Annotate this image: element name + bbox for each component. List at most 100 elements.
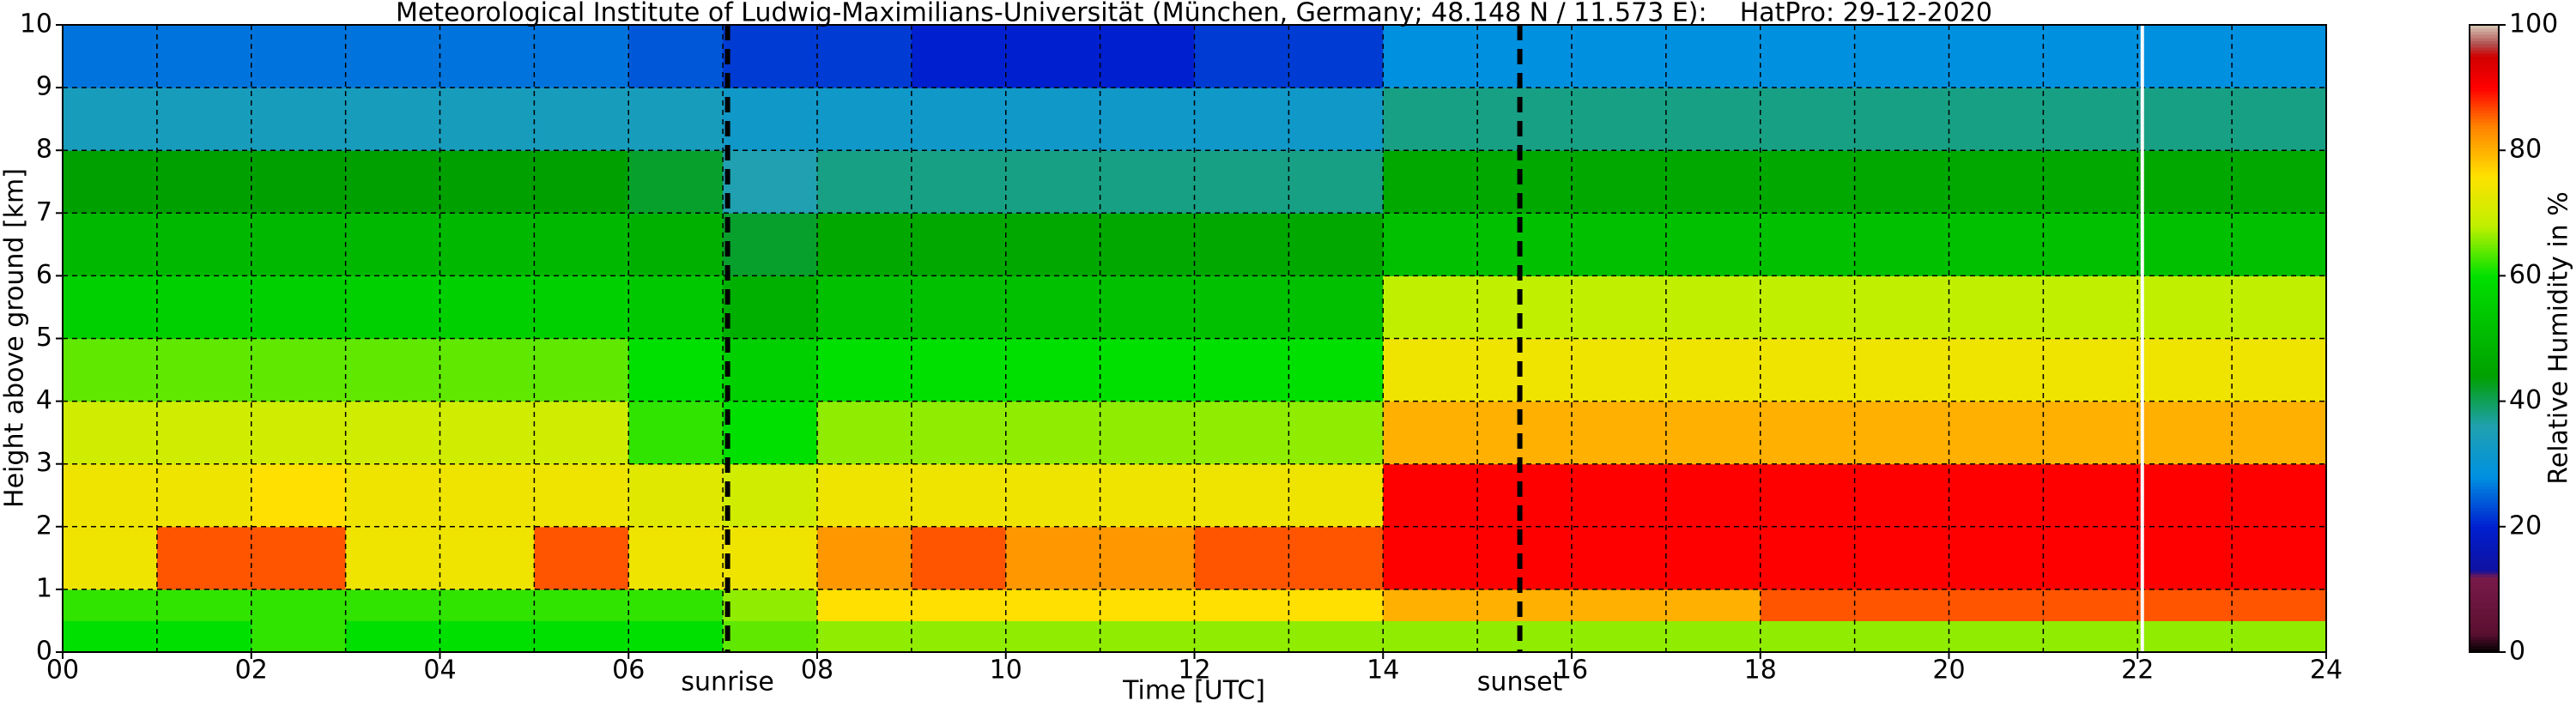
heat-cell: [1194, 88, 1289, 151]
colorbar-segment: [2470, 482, 2499, 486]
colorbar-segment: [2470, 488, 2499, 493]
colorbar-segment: [2470, 620, 2499, 625]
y-tick-label: 7: [36, 197, 52, 227]
heat-cell: [1949, 213, 2044, 276]
x-tick-label: 14: [1367, 656, 1399, 686]
heat-cell: [156, 338, 252, 402]
colorbar-segment: [2470, 253, 2499, 258]
heat-cell: [2137, 88, 2233, 151]
heat-cell: [1760, 213, 1856, 276]
heat-cell: [911, 463, 1007, 528]
heat-cell: [2043, 589, 2138, 621]
colorbar-segment: [2470, 169, 2499, 173]
heat-cell: [628, 338, 724, 402]
heat-cell: [1477, 88, 1573, 151]
colorbar-segment: [2470, 188, 2499, 192]
heat-cell: [1194, 25, 1289, 88]
colorbar-segment: [2470, 153, 2499, 158]
colorbar-segment: [2470, 43, 2499, 48]
colorbar-segment: [2470, 435, 2499, 440]
annotation-label: sunset: [1477, 668, 1563, 698]
heat-cell: [2232, 150, 2327, 214]
colorbar-segment: [2470, 213, 2499, 217]
heat-cell: [1572, 401, 1667, 465]
colorbar-segment: [2470, 511, 2499, 515]
heat-cell: [1383, 620, 1478, 653]
colorbar-segment: [2470, 564, 2499, 568]
heat-cell: [439, 338, 535, 402]
colorbar-segment: [2470, 103, 2499, 107]
colorbar-segment: [2470, 595, 2499, 600]
heat-cell: [628, 620, 724, 653]
colorbar-segment: [2470, 88, 2499, 92]
heat-cell: [156, 213, 252, 276]
colorbar-segment: [2470, 219, 2499, 223]
colorbar-segment: [2470, 112, 2499, 117]
heat-cell: [1949, 620, 2044, 653]
heat-cell: [1572, 150, 1667, 214]
colorbar-segment: [2470, 288, 2499, 293]
heat-cell: [2137, 401, 2233, 465]
colorbar-segment: [2470, 617, 2499, 622]
heat-cell: [1665, 213, 1761, 276]
heat-cell: [1760, 275, 1856, 339]
heat-cell: [251, 589, 347, 621]
heat-cell: [723, 526, 818, 590]
colorbar-segment: [2470, 122, 2499, 126]
heat-cell: [1005, 25, 1101, 88]
colorbar-segment: [2470, 636, 2499, 640]
heat-cell: [1854, 589, 1949, 621]
heat-cell: [1194, 338, 1289, 402]
colorbar-tick-label: 100: [2509, 9, 2558, 39]
heat-cell: [2043, 275, 2138, 339]
colorbar-segment: [2470, 391, 2499, 396]
heat-cell: [817, 275, 912, 339]
heat-cell: [2137, 25, 2233, 88]
heat-cell: [911, 401, 1007, 465]
heat-cell: [628, 401, 724, 465]
colorbar-segment: [2470, 71, 2499, 76]
heat-cell: [1854, 88, 1949, 151]
heat-cell: [1383, 25, 1478, 88]
colorbar-segment: [2470, 184, 2499, 189]
colorbar-segment: [2470, 486, 2499, 490]
heat-cell: [1288, 25, 1384, 88]
heat-cell: [1288, 213, 1384, 276]
y-tick-label: 6: [36, 260, 52, 290]
colorbar-segment: [2470, 281, 2499, 286]
x-tick-label: 04: [423, 656, 456, 686]
heat-cell: [534, 275, 629, 339]
heat-cell: [439, 620, 535, 653]
heat-cell: [1100, 25, 1195, 88]
heat-cell: [1288, 589, 1384, 621]
colorbar-segment: [2470, 577, 2499, 581]
heat-cell: [1572, 213, 1667, 276]
colorbar-segment: [2470, 78, 2499, 82]
colorbar-segment: [2470, 194, 2499, 198]
heat-cell: [534, 620, 629, 653]
heat-cell: [1854, 620, 1949, 653]
colorbar-segment: [2470, 473, 2499, 477]
heat-cell: [1572, 338, 1667, 402]
colorbar-segment: [2470, 294, 2499, 299]
colorbar-segment: [2470, 507, 2499, 512]
heat-cell: [1665, 526, 1761, 590]
colorbar-segment: [2470, 247, 2499, 251]
colorbar-segment: [2470, 178, 2499, 183]
heat-cell: [1100, 150, 1195, 214]
heat-cell: [1665, 275, 1761, 339]
heat-cell: [1477, 401, 1573, 465]
heat-cell: [1572, 275, 1667, 339]
heat-cell: [723, 401, 818, 465]
colorbar-segment: [2470, 438, 2499, 443]
heat-cell: [1100, 620, 1195, 653]
colorbar-segment: [2470, 461, 2499, 465]
heat-cell: [251, 213, 347, 276]
heat-cell: [439, 88, 535, 151]
heat-cell: [2043, 88, 2138, 151]
colorbar-segment: [2470, 429, 2499, 433]
colorbar-segment: [2470, 156, 2499, 160]
heat-cell: [1194, 150, 1289, 214]
colorbar-segment: [2470, 279, 2499, 283]
colorbar-segment: [2470, 533, 2499, 537]
